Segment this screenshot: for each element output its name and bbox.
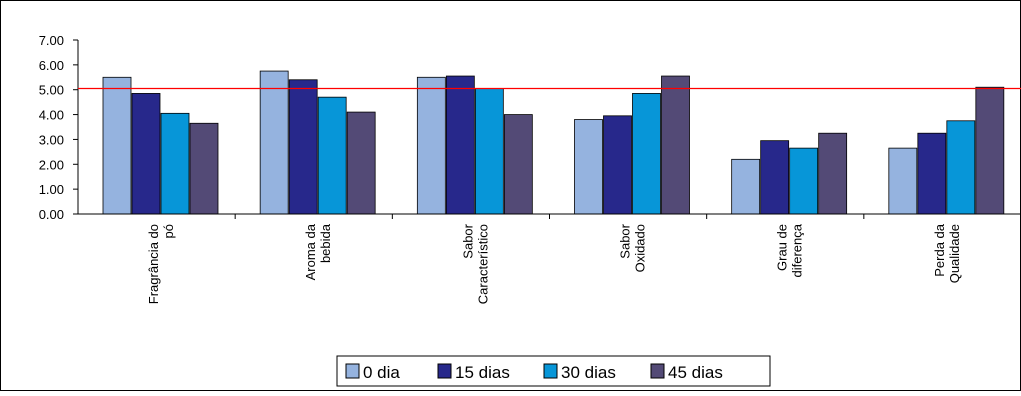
- category-label: Aroma da: [303, 223, 318, 280]
- y-tick-label: 2.00: [39, 157, 64, 172]
- bar: [888, 147, 918, 215]
- category-label: diferença: [790, 223, 805, 277]
- bar: [760, 140, 790, 215]
- bar: [818, 132, 848, 215]
- bar: [189, 122, 219, 215]
- y-tick-label: 0.00: [39, 207, 64, 222]
- y-tick-label: 6.00: [39, 58, 64, 73]
- y-tick-label: 3.00: [39, 132, 64, 147]
- bar: [661, 75, 690, 215]
- bar: [474, 88, 504, 215]
- category-label: Característico: [475, 224, 490, 304]
- category-label: Fragrância do: [146, 224, 161, 304]
- bar: [731, 158, 761, 215]
- legend-label: 45 dias: [668, 363, 723, 382]
- bar: [503, 114, 533, 215]
- category-label: Grau de: [775, 224, 790, 271]
- legend-swatch: [345, 363, 360, 379]
- category-label: Sabor: [618, 223, 633, 258]
- bar: [975, 86, 1005, 215]
- bar: [160, 112, 190, 215]
- legend-label: 15 dias: [455, 363, 510, 382]
- legend-swatch: [650, 363, 665, 379]
- bar: [131, 93, 161, 215]
- bar: [346, 111, 376, 215]
- bar: [603, 115, 632, 215]
- y-tick-label: 4.00: [39, 108, 64, 123]
- category-label: Qualidade: [947, 224, 962, 283]
- category-label: Sabor: [460, 223, 475, 258]
- bar: [789, 147, 819, 215]
- bar: [102, 76, 132, 215]
- bar: [445, 75, 475, 215]
- bar: [317, 96, 347, 215]
- legend-label: 0 dia: [363, 363, 400, 382]
- y-tick-label: 5.00: [39, 83, 64, 98]
- category-label: bebida: [318, 223, 333, 263]
- bar: [416, 76, 446, 215]
- bar: [288, 79, 318, 215]
- bar: [917, 132, 947, 215]
- bar: [946, 120, 976, 215]
- y-tick-label: 7.00: [39, 33, 64, 48]
- category-label: Perda da: [932, 223, 947, 277]
- legend-label: 30 dias: [561, 363, 616, 382]
- bar: [259, 70, 289, 215]
- bar: [632, 93, 661, 215]
- bar: [574, 119, 603, 215]
- category-label: pó: [161, 224, 176, 238]
- legend-swatch: [437, 363, 452, 379]
- y-tick-label: 1.00: [39, 182, 64, 197]
- category-label: Oxidado: [633, 224, 648, 272]
- legend-swatch: [543, 363, 558, 379]
